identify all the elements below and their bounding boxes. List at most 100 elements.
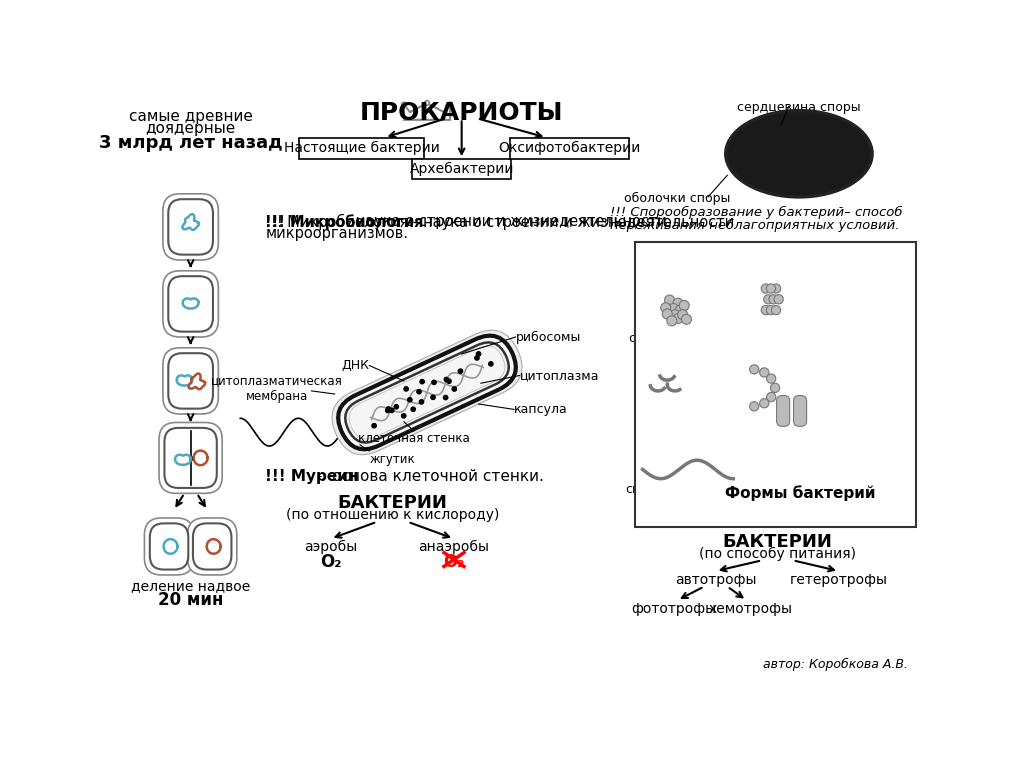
Text: (по отношению к кислороду): (по отношению к кислороду) <box>286 508 499 522</box>
FancyBboxPatch shape <box>168 276 213 332</box>
Text: цитоплазма: цитоплазма <box>519 369 599 382</box>
Circle shape <box>663 309 672 319</box>
Circle shape <box>386 409 390 412</box>
FancyBboxPatch shape <box>165 428 217 488</box>
Text: !!! Микробиология - наука о строении и жизнедеятельности: !!! Микробиология - наука о строении и ж… <box>265 214 734 230</box>
Circle shape <box>476 352 481 356</box>
Circle shape <box>676 305 685 315</box>
Circle shape <box>667 316 677 326</box>
Ellipse shape <box>735 118 863 190</box>
Circle shape <box>770 383 779 392</box>
Circle shape <box>447 102 453 107</box>
Text: 20 мин: 20 мин <box>158 591 223 609</box>
Circle shape <box>771 306 780 315</box>
Text: микроорганизмов.: микроорганизмов. <box>265 226 409 241</box>
Circle shape <box>769 295 778 304</box>
Text: !!! Муреин: !!! Муреин <box>265 469 358 485</box>
FancyBboxPatch shape <box>299 137 424 159</box>
Circle shape <box>404 387 409 391</box>
Text: О₂: О₂ <box>321 553 342 571</box>
Ellipse shape <box>726 111 872 197</box>
Circle shape <box>760 368 769 377</box>
Circle shape <box>761 306 770 315</box>
Circle shape <box>750 402 759 411</box>
FancyBboxPatch shape <box>338 336 516 449</box>
Circle shape <box>372 423 376 428</box>
Text: Архебактерии: Архебактерии <box>410 162 514 176</box>
Text: капсула: капсула <box>514 403 567 416</box>
Text: цитоплазматическая
мембрана: цитоплазматическая мембрана <box>211 375 343 402</box>
Circle shape <box>419 399 424 404</box>
FancyBboxPatch shape <box>349 346 505 439</box>
FancyBboxPatch shape <box>144 518 194 575</box>
FancyBboxPatch shape <box>193 523 231 570</box>
Ellipse shape <box>745 124 853 183</box>
Circle shape <box>679 300 689 310</box>
Text: деление надвое: деление надвое <box>131 579 250 593</box>
Circle shape <box>766 284 775 293</box>
Ellipse shape <box>756 131 842 176</box>
Text: бациллы: бациллы <box>762 431 820 444</box>
Text: !!! Спорообразование у бактерий– способ: !!! Спорообразование у бактерий– способ <box>609 206 902 219</box>
Text: Оксифотобактерии: Оксифотобактерии <box>499 141 641 155</box>
FancyBboxPatch shape <box>345 343 509 442</box>
Text: доядерные: доядерные <box>145 121 236 137</box>
Circle shape <box>764 295 773 304</box>
Text: автор: Коробкова А.В.: автор: Коробкова А.В. <box>763 658 908 671</box>
Text: анаэробы: анаэробы <box>419 541 489 554</box>
Text: стафилококки: стафилококки <box>628 333 723 346</box>
Circle shape <box>767 392 776 402</box>
Text: гетеротрофы: гетеротрофы <box>790 573 888 587</box>
FancyBboxPatch shape <box>163 194 218 260</box>
Text: аэробы: аэробы <box>304 541 357 554</box>
Circle shape <box>408 398 412 402</box>
Text: рибосомы: рибосомы <box>515 330 581 343</box>
Circle shape <box>420 379 424 384</box>
Circle shape <box>766 306 775 315</box>
Circle shape <box>453 387 457 391</box>
Text: хемотрофы: хемотрофы <box>709 602 793 616</box>
Text: фототрофы: фототрофы <box>631 602 716 616</box>
Text: автотрофы: автотрофы <box>675 573 757 587</box>
Circle shape <box>401 102 407 107</box>
Text: ДНК: ДНК <box>341 359 370 372</box>
FancyBboxPatch shape <box>163 271 218 337</box>
Text: стрептококки: стрептококки <box>719 414 811 427</box>
Circle shape <box>750 365 759 374</box>
Text: кокки: кокки <box>753 318 792 331</box>
Circle shape <box>417 389 421 394</box>
Circle shape <box>446 379 452 383</box>
Circle shape <box>761 284 770 293</box>
Circle shape <box>431 396 435 399</box>
Text: самые древние: самые древние <box>129 109 253 124</box>
FancyBboxPatch shape <box>635 243 915 527</box>
Circle shape <box>443 396 447 399</box>
Circle shape <box>660 303 671 313</box>
Text: О₂: О₂ <box>443 553 465 571</box>
Text: Настоящие бактерии: Настоящие бактерии <box>284 141 439 155</box>
Text: спириллы: спириллы <box>626 483 690 496</box>
Circle shape <box>665 295 675 305</box>
Text: вибрионы: вибрионы <box>635 402 699 415</box>
Circle shape <box>432 380 436 385</box>
Circle shape <box>488 362 493 366</box>
Circle shape <box>670 310 680 319</box>
FancyBboxPatch shape <box>163 348 218 414</box>
FancyBboxPatch shape <box>413 159 511 179</box>
Circle shape <box>673 298 683 308</box>
Text: (по способу питания): (по способу питания) <box>698 547 856 561</box>
Ellipse shape <box>779 144 819 163</box>
Circle shape <box>774 295 783 304</box>
Circle shape <box>475 356 479 360</box>
Circle shape <box>678 310 688 319</box>
FancyBboxPatch shape <box>510 137 629 159</box>
Text: сердцевина споры: сердцевина споры <box>737 101 861 114</box>
Circle shape <box>682 314 691 324</box>
Circle shape <box>444 377 449 382</box>
Ellipse shape <box>767 138 831 169</box>
FancyBboxPatch shape <box>187 518 237 575</box>
Text: клеточная стенка: клеточная стенка <box>358 432 470 445</box>
Text: - наука о строении и жизнедеятельности: - наука о строении и жизнедеятельности <box>341 214 667 229</box>
Text: БАКТЕРИИ: БАКТЕРИИ <box>338 494 447 512</box>
Circle shape <box>771 284 780 293</box>
